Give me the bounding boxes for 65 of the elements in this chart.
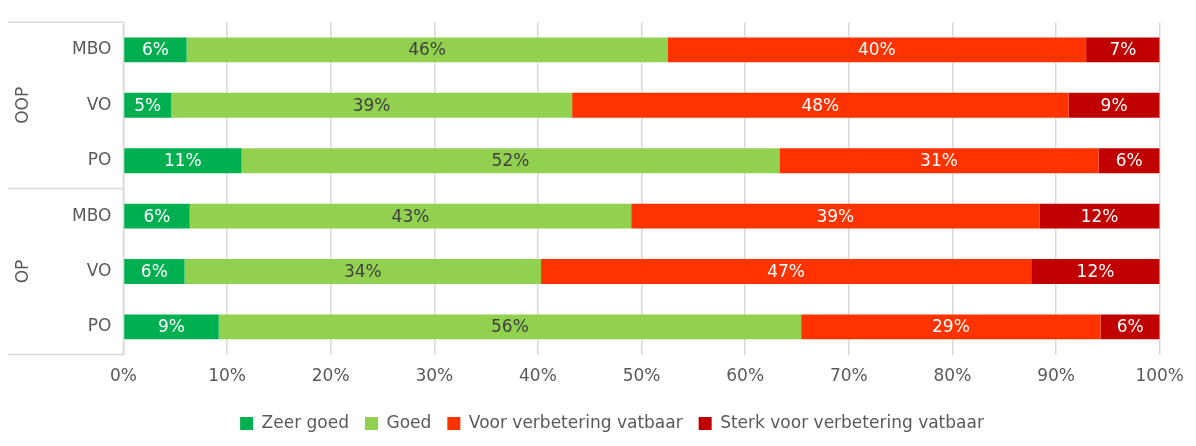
y-tick-label: MBO: [71, 38, 112, 59]
data-label: 9%: [157, 316, 185, 337]
text: OP: [12, 259, 33, 284]
y-tick-label: PO: [87, 315, 112, 336]
bar: [124, 148, 242, 174]
bar: [631, 203, 1040, 229]
x-tick-label: 30%: [415, 365, 454, 386]
data-label: 12%: [1076, 260, 1115, 281]
bar: [124, 314, 219, 340]
bar: [218, 314, 802, 340]
data-label: 6%: [1115, 150, 1143, 171]
bar: [572, 92, 1069, 118]
bar: [184, 259, 542, 284]
data-label: 52%: [491, 150, 530, 171]
data-label: 47%: [767, 260, 806, 281]
y-tick-label: VO: [86, 93, 112, 114]
bar: [1086, 37, 1160, 63]
data-label: 56%: [491, 316, 529, 337]
data-label: 40%: [857, 39, 896, 60]
data-label: 9%: [1100, 94, 1128, 115]
data-label: 46%: [408, 39, 446, 60]
bar: [171, 92, 573, 118]
data-label: 6%: [140, 260, 168, 281]
data-label: 29%: [931, 316, 970, 337]
x-tick-label: 80%: [933, 365, 972, 386]
bar: [1039, 203, 1160, 229]
data-label: 6%: [143, 205, 171, 226]
x-tick-label: 90%: [1037, 365, 1075, 386]
data-label: 6%: [141, 39, 169, 60]
legend-label: Goed: [386, 411, 432, 432]
bar: [1031, 259, 1160, 284]
bar: [1068, 92, 1160, 118]
x-tick-label: 60%: [726, 365, 765, 386]
data-label: 39%: [352, 94, 391, 115]
data-label: 11%: [163, 150, 202, 171]
data-label: 31%: [920, 150, 958, 171]
data-label: 12%: [1080, 205, 1119, 226]
legend-label: Zeer goed: [261, 411, 350, 432]
legend-label: Voor verbetering vatbaar: [468, 411, 683, 432]
text: OOP: [12, 86, 33, 124]
data-label: 6%: [1116, 316, 1144, 337]
x-tick-label: 20%: [311, 365, 350, 386]
x-tick-label: 40%: [519, 365, 557, 386]
x-tick-label: 70%: [829, 365, 868, 386]
data-label: 43%: [391, 205, 430, 226]
x-tick-label: 100%: [1135, 365, 1184, 386]
y-tick-label: MBO: [71, 204, 112, 225]
bar: [186, 37, 668, 63]
bar: [801, 314, 1101, 340]
data-label: 5%: [134, 94, 162, 115]
bar: [189, 203, 632, 229]
bar: [541, 259, 1032, 284]
data-label: 34%: [343, 260, 382, 281]
data-label: 39%: [816, 205, 855, 226]
x-tick-label: 0%: [109, 365, 137, 386]
bar: [667, 37, 1087, 63]
x-tick-label: 10%: [208, 365, 246, 386]
x-tick-label: 50%: [622, 365, 661, 386]
data-label: 7%: [1109, 39, 1137, 60]
y-tick-label: VO: [86, 259, 112, 280]
legend-label: Sterk voor verbetering vatbaar: [720, 411, 984, 432]
data-label: 48%: [801, 94, 840, 115]
bar: [241, 148, 780, 174]
bar: [779, 148, 1099, 174]
y-tick-label: PO: [87, 149, 112, 170]
